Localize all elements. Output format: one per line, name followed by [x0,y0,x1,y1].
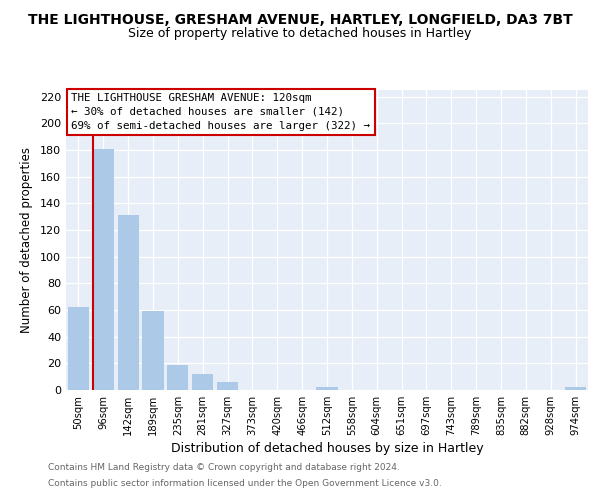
Bar [118,216,139,390]
Text: THE LIGHTHOUSE, GRESHAM AVENUE, HARTLEY, LONGFIELD, DA3 7BT: THE LIGHTHOUSE, GRESHAM AVENUE, HARTLEY,… [28,12,572,26]
Text: Contains public sector information licensed under the Open Government Licence v3: Contains public sector information licen… [48,478,442,488]
Bar [68,308,89,390]
X-axis label: Distribution of detached houses by size in Hartley: Distribution of detached houses by size … [170,442,484,455]
Text: Size of property relative to detached houses in Hartley: Size of property relative to detached ho… [128,28,472,40]
Bar [167,364,188,390]
Bar [217,382,238,390]
Text: THE LIGHTHOUSE GRESHAM AVENUE: 120sqm
← 30% of detached houses are smaller (142): THE LIGHTHOUSE GRESHAM AVENUE: 120sqm ← … [71,93,370,131]
Bar [142,312,164,390]
Bar [316,388,338,390]
Text: Contains HM Land Registry data © Crown copyright and database right 2024.: Contains HM Land Registry data © Crown c… [48,464,400,472]
Bar [565,388,586,390]
Y-axis label: Number of detached properties: Number of detached properties [20,147,33,333]
Bar [192,374,213,390]
Bar [93,148,114,390]
